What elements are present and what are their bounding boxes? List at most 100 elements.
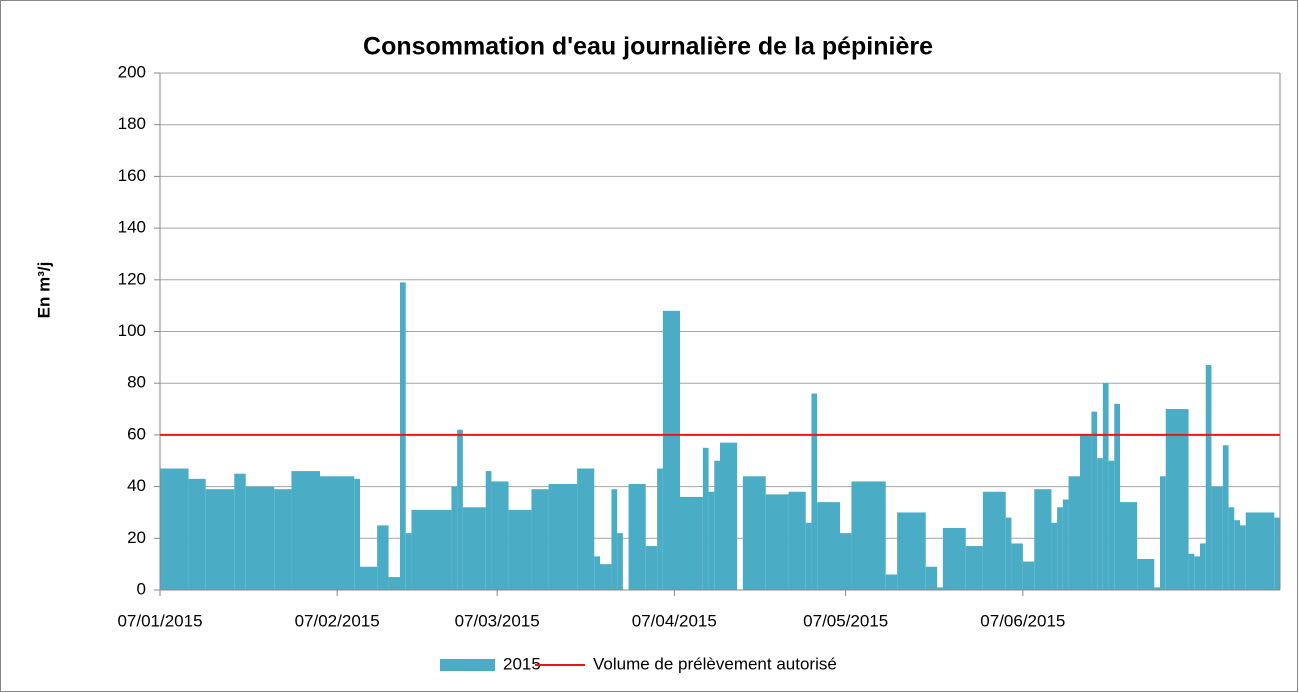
bar	[925, 566, 938, 590]
bar	[1205, 365, 1212, 590]
y-tick-label: 80	[127, 373, 146, 392]
bar	[1160, 476, 1166, 590]
bar	[1234, 520, 1240, 590]
bar	[1137, 558, 1155, 590]
y-tick-label: 40	[127, 476, 146, 495]
bar	[788, 491, 806, 590]
bar	[1200, 543, 1206, 590]
bar	[594, 556, 600, 590]
bar	[274, 489, 292, 590]
bar	[457, 429, 463, 590]
bar	[1051, 522, 1058, 590]
bar	[1211, 486, 1223, 590]
bar	[291, 471, 320, 590]
bar	[1114, 403, 1120, 590]
y-tick-label: 100	[118, 321, 146, 340]
bar	[1068, 476, 1080, 590]
bar	[205, 489, 235, 590]
bar	[942, 527, 966, 590]
bar	[702, 447, 709, 590]
bar	[1034, 489, 1052, 590]
bar	[577, 468, 595, 590]
bar	[1057, 507, 1063, 590]
bar	[611, 489, 618, 590]
bar	[1022, 561, 1035, 590]
x-tick-label: 07/06/2015	[980, 611, 1065, 630]
bar	[188, 478, 206, 590]
x-tick-label: 07/05/2015	[803, 611, 888, 630]
bar	[937, 587, 943, 590]
chart-title: Consommation d'eau journalière de la pép…	[363, 33, 933, 61]
bar	[548, 484, 578, 590]
y-tick-label: 140	[118, 218, 146, 237]
bar	[508, 509, 532, 590]
bar	[720, 442, 738, 590]
bar	[1005, 517, 1012, 590]
bar	[400, 282, 406, 590]
bar	[1108, 460, 1115, 590]
axes: 0 20 40 60 80 100 120 140 160 180 200 07/01/2015 07/…	[117, 62, 1281, 630]
bar	[1165, 409, 1189, 590]
bar	[531, 489, 549, 590]
bar	[1245, 512, 1275, 590]
bar	[897, 512, 926, 590]
bar	[742, 476, 766, 590]
legend-label: 2015	[503, 654, 541, 673]
bar	[360, 566, 378, 590]
bar	[1011, 543, 1023, 590]
bar	[377, 525, 389, 590]
y-tick-label: 120	[118, 269, 146, 288]
bar	[160, 468, 189, 590]
bar	[1228, 507, 1235, 590]
bar	[485, 471, 492, 590]
y-tick-label: 0	[137, 579, 146, 598]
bar	[462, 507, 486, 590]
bar	[817, 502, 840, 590]
bar	[885, 574, 898, 590]
y-tick-label: 20	[127, 528, 146, 547]
y-tick-label: 60	[127, 424, 146, 443]
y-axis-label: En m³/j	[34, 262, 53, 319]
y-tick-label: 180	[118, 114, 146, 133]
bar	[811, 393, 818, 590]
bar	[1188, 553, 1195, 590]
x-tick-label: 07/04/2015	[632, 611, 717, 630]
bar	[491, 481, 509, 590]
y-tick-label: 160	[118, 166, 146, 185]
bar	[765, 494, 789, 590]
bar	[451, 486, 458, 590]
bar	[320, 476, 355, 590]
bar	[628, 484, 646, 590]
bar	[714, 460, 720, 590]
x-tick-label: 07/01/2015	[117, 611, 202, 630]
bar	[1222, 445, 1229, 590]
x-tick-label: 07/02/2015	[295, 611, 380, 630]
bar	[708, 491, 715, 590]
bar	[982, 491, 1006, 590]
bar	[662, 310, 680, 590]
bar	[1240, 525, 1246, 590]
bar	[1120, 502, 1138, 590]
x-tick-label: 07/03/2015	[455, 611, 540, 630]
bar	[600, 564, 612, 590]
bar	[245, 486, 275, 590]
legend-swatch	[440, 659, 495, 671]
bar	[1102, 383, 1109, 590]
bar	[1154, 587, 1160, 590]
bar	[1194, 556, 1200, 590]
legend: 2015 Volume de prélèvement autorisé	[440, 654, 837, 673]
bar	[1062, 499, 1069, 590]
bar	[405, 533, 412, 590]
bar	[680, 496, 703, 590]
bar	[411, 509, 452, 590]
legend-label: Volume de prélèvement autorisé	[593, 654, 837, 673]
bar	[354, 478, 360, 590]
bar	[645, 546, 658, 590]
bar	[1080, 434, 1092, 590]
bar	[388, 577, 400, 590]
bar	[851, 481, 886, 590]
bars	[160, 282, 1280, 590]
bar	[1274, 517, 1280, 590]
bar	[1097, 458, 1103, 590]
